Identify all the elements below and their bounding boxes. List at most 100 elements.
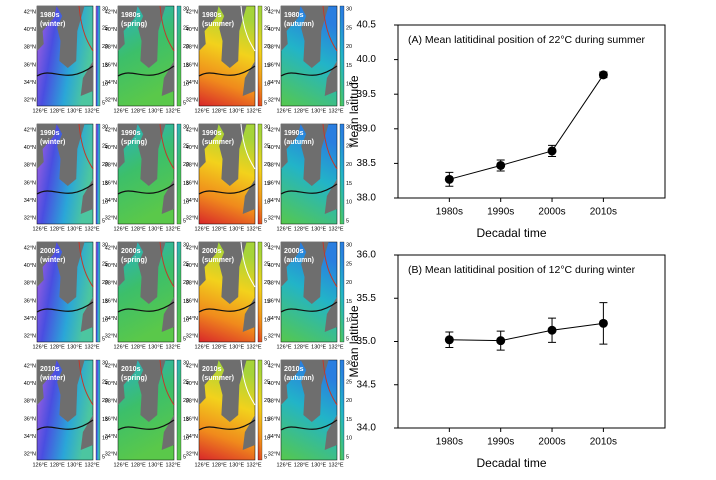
map-label: (spring) <box>121 139 147 146</box>
colorbar-tick-label: 30 <box>102 242 108 248</box>
lat-label: 40°N <box>186 263 198 269</box>
lat-label: 42°N <box>105 363 117 369</box>
lon-label: 132°E <box>328 226 343 232</box>
colorbar-tick-label: 10 <box>183 436 189 442</box>
lon-label: 128°E <box>212 344 227 350</box>
map-land <box>56 124 85 186</box>
lon-label: 130°E <box>67 226 82 232</box>
colorbar-tick-label: 10 <box>102 436 108 442</box>
lat-label: 36°N <box>24 62 36 68</box>
lon-label: 132°E <box>84 462 99 468</box>
colorbar-tick-label: 20 <box>102 44 108 50</box>
colorbar-tick-label: 30 <box>183 6 189 12</box>
lon-label: 132°E <box>84 226 99 232</box>
lon-label: 128°E <box>131 226 146 232</box>
map-contour <box>159 123 175 170</box>
map-contour <box>159 359 175 406</box>
y-tick-label: 34.5 <box>357 379 377 390</box>
lat-label: 40°N <box>24 381 36 387</box>
data-point <box>598 70 608 80</box>
y-tick-label: 39.5 <box>357 89 377 100</box>
lat-label: 34°N <box>268 316 280 322</box>
map-contour <box>322 359 338 406</box>
colorbar-tick-label: 30 <box>346 6 352 12</box>
lon-label: 126°E <box>276 344 291 350</box>
data-point <box>547 325 557 335</box>
colorbar-tick-label: 25 <box>102 25 108 31</box>
map-label: (spring) <box>121 257 147 264</box>
map-label: 1980s <box>121 12 141 19</box>
lat-label: 36°N <box>186 298 198 304</box>
colorbar <box>257 359 263 461</box>
map-land <box>281 124 301 169</box>
lon-label: 126°E <box>113 108 128 114</box>
map-label: (winter) <box>40 375 65 382</box>
lat-label: 32°N <box>24 97 36 103</box>
map-panel: 2010s (autumn) 42°N 40°N 38°N 36°N 34°N 32°N 126… <box>268 359 352 468</box>
colorbar-tick-label: 30 <box>102 6 108 12</box>
map-label: 1990s <box>202 130 222 137</box>
colorbar-tick-label: 20 <box>264 398 270 404</box>
y-tick-label: 35.5 <box>357 293 377 304</box>
map-label: (summer) <box>202 21 234 28</box>
data-point <box>444 174 454 184</box>
map-contour <box>280 419 338 431</box>
colorbar-tick-label: 15 <box>183 181 189 187</box>
colorbar-tick-label: 20 <box>102 162 108 168</box>
map-land <box>161 61 174 96</box>
lat-label: 36°N <box>24 298 36 304</box>
lon-label: 130°E <box>311 108 326 114</box>
colorbar <box>176 5 182 107</box>
map-label: (autumn) <box>284 139 314 146</box>
map-land <box>118 242 138 287</box>
colorbar-tick-label: 30 <box>264 6 270 12</box>
colorbar-tick-label: 20 <box>346 44 352 50</box>
lat-label: 42°N <box>268 127 280 133</box>
y-tick-label: 38.0 <box>357 193 377 204</box>
lat-label: 38°N <box>24 281 36 287</box>
map-land <box>199 360 219 405</box>
x-tick-label: 2000s <box>538 437 565 448</box>
colorbar <box>176 359 182 461</box>
lat-label: 42°N <box>105 245 117 251</box>
lon-label: 130°E <box>311 226 326 232</box>
lon-label: 126°E <box>113 226 128 232</box>
lon-label: 130°E <box>311 344 326 350</box>
map-panel: 1980s (autumn) 42°N 40°N 38°N 36°N 34°N 32°N 126… <box>268 5 352 114</box>
map-contour <box>280 65 338 77</box>
x-tick-label: 1990s <box>487 207 514 218</box>
colorbar-tick-label: 5 <box>346 454 349 460</box>
colorbar-tick-label: 25 <box>346 379 352 385</box>
lat-label: 42°N <box>268 9 280 15</box>
map-contour <box>322 241 338 288</box>
map-contour <box>117 419 175 431</box>
map-label: 1990s <box>121 130 141 137</box>
map-land <box>324 415 337 450</box>
colorbar-tick-label: 5 <box>183 100 186 106</box>
colorbar-tick-label: 5 <box>102 100 105 106</box>
lat-label: 36°N <box>268 298 280 304</box>
map-land <box>137 124 166 186</box>
lat-label: 32°N <box>268 215 280 221</box>
x-tick-label: 2010s <box>590 437 617 448</box>
map-label: (autumn) <box>284 375 314 382</box>
lat-label: 32°N <box>268 333 280 339</box>
colorbar-tick-label: 20 <box>346 398 352 404</box>
lon-label: 126°E <box>194 108 209 114</box>
map-land <box>218 124 247 186</box>
map-contour <box>78 123 94 170</box>
map-label: (spring) <box>121 375 147 382</box>
map-land <box>80 297 93 332</box>
map-land <box>118 6 138 51</box>
map-land <box>300 360 329 422</box>
lat-label: 40°N <box>268 263 280 269</box>
lon-label: 130°E <box>229 108 244 114</box>
colorbar <box>176 241 182 343</box>
lat-label: 32°N <box>105 215 117 221</box>
colorbar-tick-label: 20 <box>264 44 270 50</box>
lat-label: 34°N <box>186 434 198 440</box>
lon-label: 128°E <box>50 344 65 350</box>
lon-label: 126°E <box>276 108 291 114</box>
lon-label: 130°E <box>229 462 244 468</box>
map-panel: 2000s (autumn) 42°N 40°N 38°N 36°N 34°N 32°N 126… <box>268 241 352 350</box>
